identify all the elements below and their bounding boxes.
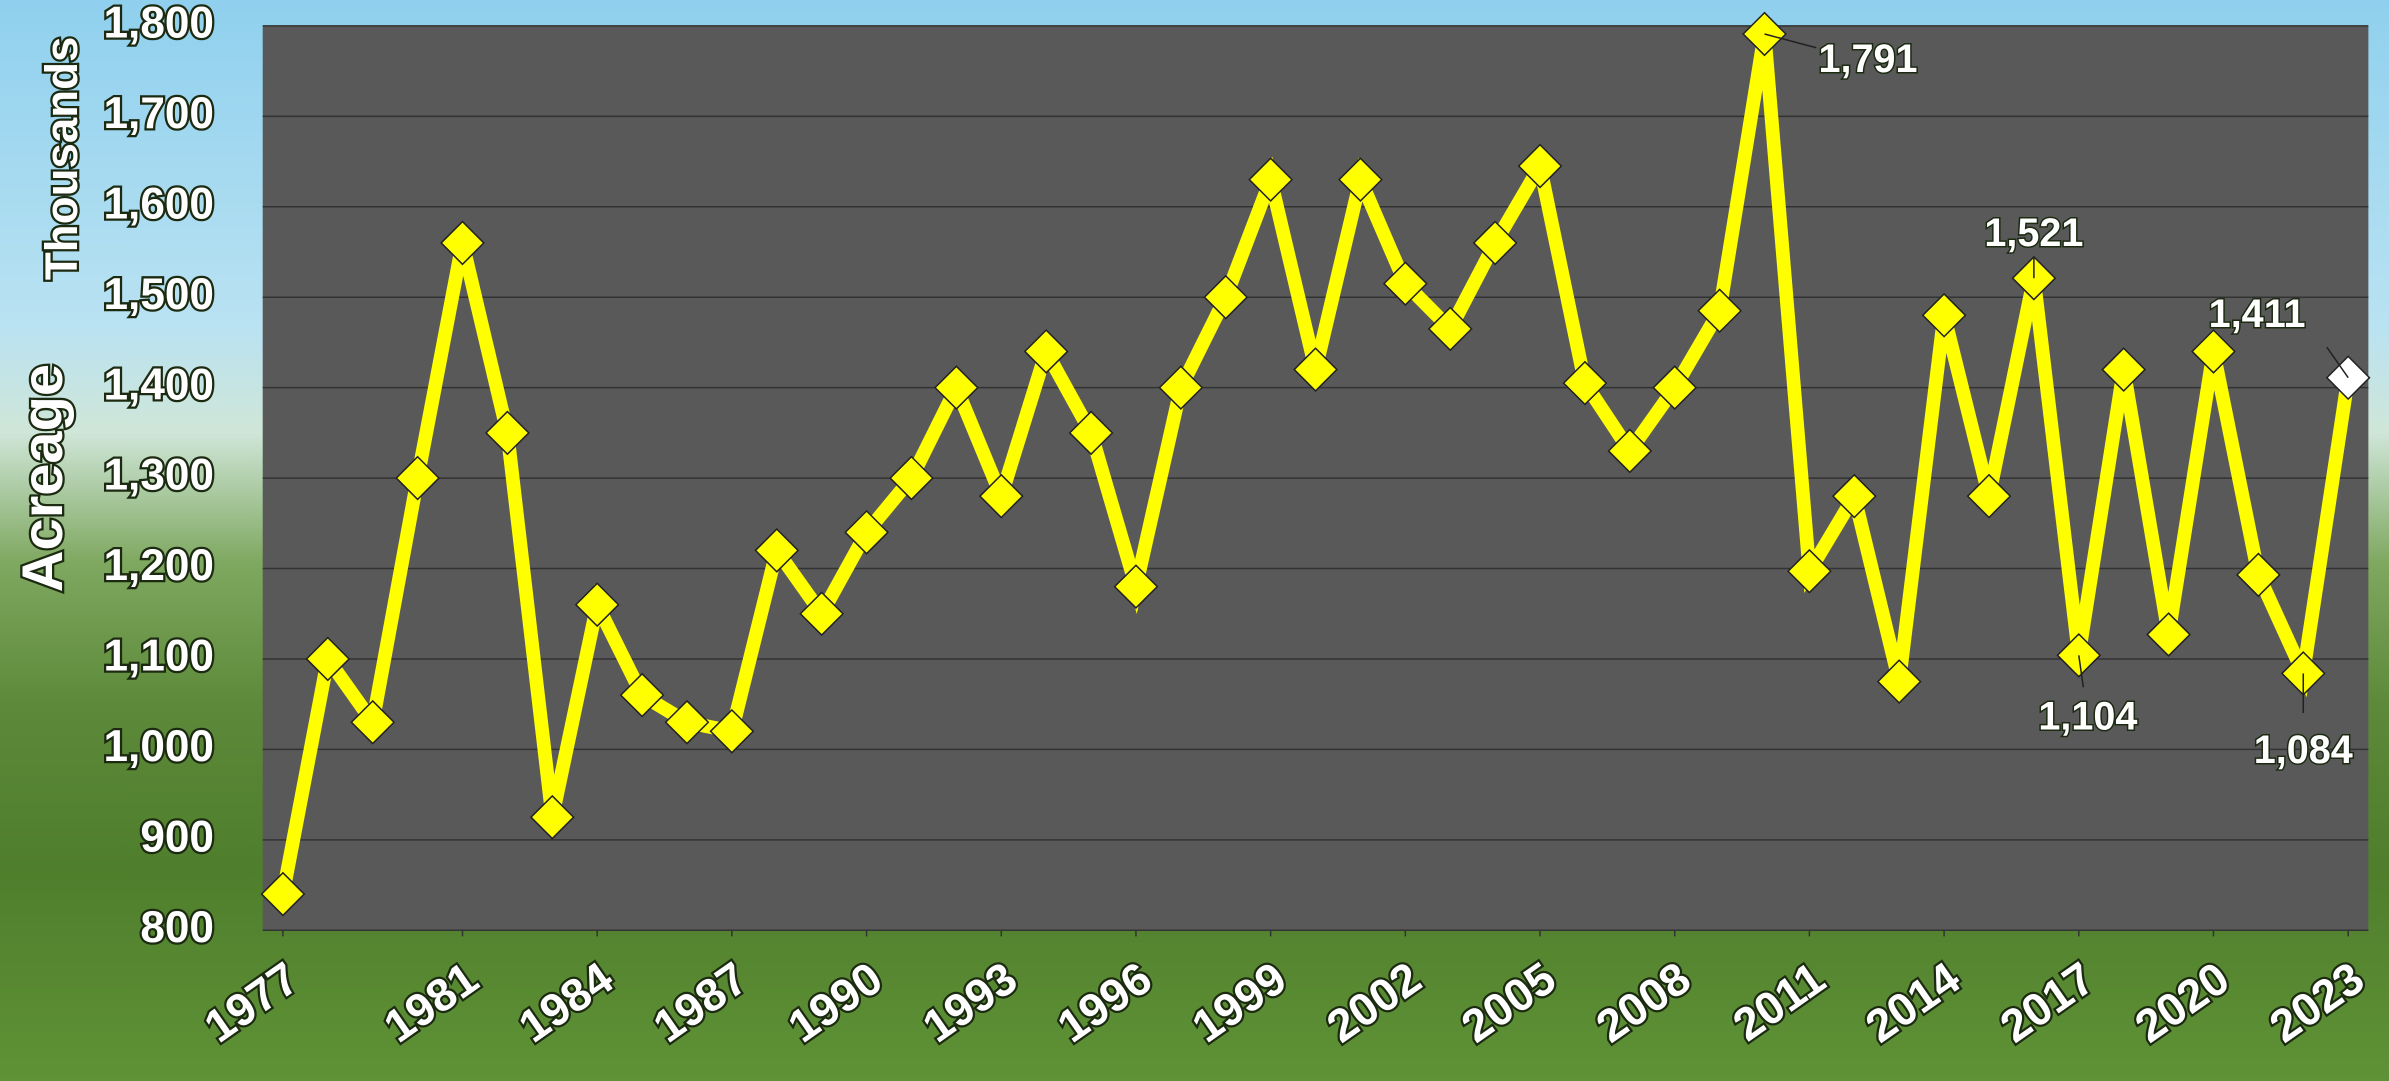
marker bbox=[529, 794, 575, 840]
y-tick-label: 1,700 bbox=[104, 89, 214, 138]
marker bbox=[350, 699, 396, 745]
marker bbox=[664, 699, 710, 745]
marker bbox=[1921, 292, 1967, 338]
marker bbox=[1517, 143, 1563, 189]
data-label: 1,104 bbox=[2038, 695, 2137, 739]
data-label: 1,411 bbox=[2209, 292, 2306, 336]
marker bbox=[1248, 157, 1294, 203]
y-tick-label: 800 bbox=[140, 903, 214, 952]
marker bbox=[2191, 329, 2236, 374]
marker bbox=[1697, 288, 1743, 334]
marker bbox=[1831, 473, 1877, 519]
x-tick-label: 1981 bbox=[375, 952, 487, 1052]
marker bbox=[1787, 548, 1832, 594]
x-tick-label: 1996 bbox=[1048, 952, 1160, 1052]
label-leader bbox=[2078, 655, 2085, 688]
y-tick-label: 1,000 bbox=[104, 722, 214, 771]
data-label: 1,084 bbox=[2254, 728, 2353, 772]
marker bbox=[1966, 473, 2012, 519]
marker bbox=[305, 636, 351, 682]
y-tick-label: 1,500 bbox=[104, 270, 214, 319]
data-label: 1,791 bbox=[1819, 37, 1918, 81]
y-tick-label: 1,200 bbox=[104, 541, 214, 590]
x-tick-label: 2005 bbox=[1452, 952, 1564, 1052]
x-tick-label: 2023 bbox=[2261, 952, 2373, 1052]
marker bbox=[1068, 410, 1114, 456]
marker bbox=[933, 365, 979, 411]
marker bbox=[1652, 365, 1698, 411]
marker bbox=[260, 871, 306, 917]
marker bbox=[1876, 659, 1922, 704]
marker bbox=[978, 473, 1024, 519]
y-axis-title: Acreage bbox=[11, 364, 75, 592]
marker bbox=[2146, 612, 2191, 657]
marker bbox=[2101, 347, 2147, 392]
x-tick-label: 2008 bbox=[1587, 952, 1699, 1052]
marker bbox=[1338, 157, 1383, 203]
marker bbox=[619, 672, 665, 718]
x-tick-label: 2017 bbox=[1991, 952, 2103, 1052]
x-tick-label: 2014 bbox=[1856, 952, 1969, 1052]
marker bbox=[1562, 360, 1608, 406]
marker bbox=[1427, 306, 1473, 352]
marker bbox=[2325, 355, 2371, 401]
marker bbox=[799, 591, 845, 637]
marker bbox=[574, 582, 620, 628]
marker bbox=[844, 509, 889, 555]
y-tick-label: 1,800 bbox=[104, 0, 214, 48]
marker bbox=[485, 410, 530, 456]
marker bbox=[1382, 261, 1428, 307]
x-tick-label: 2011 bbox=[1724, 952, 1834, 1051]
x-tick-label: 1987 bbox=[644, 952, 756, 1052]
x-tick-label: 1977 bbox=[195, 952, 307, 1052]
y-tick-label: 1,100 bbox=[104, 632, 214, 681]
marker bbox=[709, 708, 755, 754]
marker bbox=[1023, 329, 1069, 374]
x-tick-label: 2002 bbox=[1318, 952, 1430, 1052]
marker bbox=[1158, 365, 1204, 411]
y-axis-unit: Thousands bbox=[36, 37, 87, 281]
marker bbox=[2235, 552, 2281, 598]
x-tick-label: 1984 bbox=[510, 952, 623, 1052]
marker bbox=[395, 455, 440, 501]
marker bbox=[889, 455, 934, 501]
x-tick-label: 1999 bbox=[1183, 952, 1295, 1052]
marker bbox=[1472, 220, 1518, 266]
x-tick-label: 1993 bbox=[914, 952, 1026, 1052]
marker bbox=[1113, 564, 1159, 609]
marker bbox=[1607, 428, 1653, 474]
y-tick-label: 900 bbox=[140, 812, 214, 861]
x-tick-label: 2020 bbox=[2126, 952, 2238, 1052]
label-leader bbox=[2326, 346, 2349, 379]
y-tick-label: 1,400 bbox=[104, 360, 214, 409]
y-tick-label: 1,300 bbox=[104, 451, 214, 500]
x-tick-label: 1990 bbox=[779, 952, 891, 1052]
marker bbox=[1293, 347, 1338, 392]
marker bbox=[1203, 274, 1249, 320]
marker bbox=[440, 220, 485, 266]
data-label: 1,521 bbox=[1984, 211, 2083, 255]
marker bbox=[754, 528, 800, 573]
label-leader bbox=[1764, 33, 1817, 49]
y-tick-label: 1,600 bbox=[104, 179, 214, 228]
